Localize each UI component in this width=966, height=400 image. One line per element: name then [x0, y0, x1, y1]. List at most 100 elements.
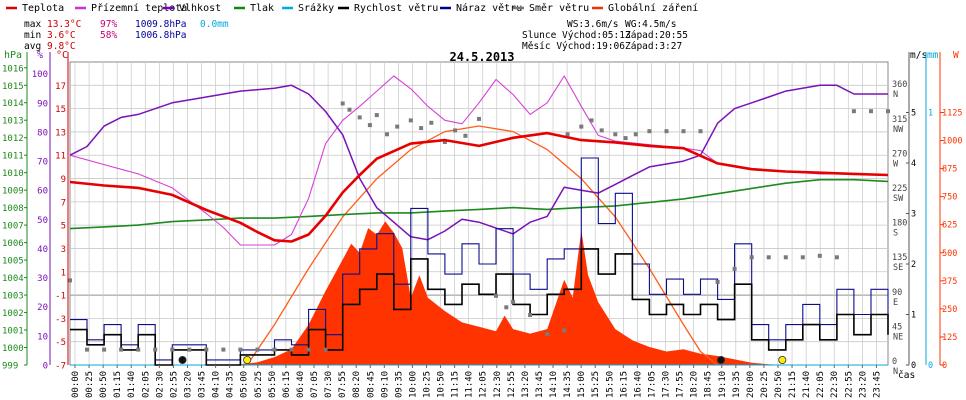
- tick-label-percent: 50: [37, 216, 48, 226]
- direction-point: [613, 132, 618, 137]
- direction-point: [453, 128, 458, 133]
- tick-label-time: 13:45: [535, 371, 545, 398]
- direction-point: [565, 132, 570, 137]
- direction-point: [170, 347, 175, 352]
- tick-label-compass: E: [893, 298, 898, 308]
- tick-label-time: 22:55: [844, 371, 854, 398]
- series-radiation: [70, 221, 888, 365]
- direction-point: [528, 313, 533, 317]
- tick-label-radiation: 875: [942, 165, 957, 175]
- tick-label-time: 05:50: [268, 371, 278, 398]
- series-humidity: [69, 84, 888, 241]
- tick-label-time: 16:15: [619, 371, 629, 398]
- direction-point: [463, 133, 468, 138]
- tick-label-temp: 5: [61, 222, 66, 232]
- direction-point: [442, 140, 447, 144]
- direction-point: [732, 266, 737, 271]
- direction-point: [272, 347, 277, 352]
- tick-label-time: 18:45: [704, 371, 714, 398]
- tick-label-direction: 180: [892, 219, 907, 229]
- tick-label-hpa: 1007: [2, 222, 24, 232]
- direction-point: [408, 118, 413, 123]
- tick-label-percent: 100: [32, 70, 48, 80]
- tick-label-radiation: 250: [942, 305, 957, 315]
- tick-label-time: 20:25: [760, 371, 770, 398]
- tick-label-hpa: 1016: [2, 64, 24, 74]
- tick-label-direction: 135: [892, 253, 907, 263]
- tick-label-time: 10:25: [423, 371, 433, 398]
- direction-point: [749, 255, 754, 260]
- tick-label-time: 00:00: [71, 371, 81, 398]
- tick-label-time: 16:40: [633, 371, 643, 398]
- tick-label-time: 02:55: [169, 371, 179, 398]
- axis-unit-hpa: hPa: [4, 50, 22, 61]
- tick-label-percent: 90: [37, 99, 48, 109]
- legend-entry: Srážky: [298, 2, 334, 14]
- tick-label-time: 13:20: [521, 371, 531, 398]
- tick-label-hpa: 1006: [2, 239, 24, 249]
- tick-label-direction: 0: [892, 357, 897, 367]
- astro-marker-moon-rise: [717, 355, 726, 364]
- tick-label-temp: 1: [61, 268, 66, 278]
- legend-entry: Globální záření: [608, 2, 698, 14]
- tick-label-hpa: 1009: [2, 187, 24, 197]
- tick-label-direction: 225: [892, 184, 907, 194]
- direction-point: [289, 347, 294, 352]
- direction-point: [579, 124, 584, 129]
- astro-text: WG:4.5m/s: [625, 19, 676, 30]
- tick-label-radiation: 375: [942, 277, 957, 287]
- tick-label-radiation: 1000: [942, 137, 962, 147]
- tick-label-time: 05:25: [254, 371, 264, 398]
- tick-label-time: 01:15: [113, 371, 123, 398]
- direction-point: [715, 279, 720, 284]
- stats-value: 0.0mm: [200, 19, 229, 30]
- direction-point: [647, 129, 652, 134]
- series-pressure: [69, 178, 889, 230]
- direction-point: [504, 305, 509, 310]
- tick-label-hpa: 1003: [2, 292, 24, 302]
- tick-label-time: 10:50: [437, 371, 447, 398]
- tick-label-percent: 70: [37, 158, 48, 168]
- direction-point: [886, 109, 890, 114]
- tick-label-hpa: 1008: [2, 204, 24, 214]
- tick-label-radiation: 0: [942, 361, 947, 371]
- stats-row-label: max: [24, 19, 41, 30]
- tick-label-hpa: 1005: [2, 257, 24, 267]
- tick-label-temp: -3: [55, 315, 66, 325]
- tick-label-radiation: 500: [942, 249, 957, 259]
- axis-unit-radiation: W: [953, 50, 959, 61]
- axis-unit-temp: °C: [56, 50, 68, 61]
- tick-label-time: 22:30: [830, 371, 840, 398]
- tick-label-time: 12:30: [493, 371, 503, 398]
- legend-entry: Rychlost větru: [354, 2, 438, 14]
- astro-text: Západ:3:27: [625, 41, 682, 52]
- tick-label-speed: 1: [911, 311, 916, 321]
- tick-label-time: 06:40: [296, 371, 306, 398]
- tick-label-time: 21:15: [788, 371, 798, 398]
- tick-label-percent: 80: [37, 128, 48, 138]
- legend-entry: Teplota: [22, 3, 64, 14]
- direction-point: [477, 116, 481, 121]
- tick-label-time: 12:55: [507, 371, 517, 398]
- direction-point: [340, 101, 345, 106]
- tick-label-hpa: 1002: [2, 309, 24, 319]
- legend-entry: Přízemní teplota: [91, 2, 187, 14]
- tick-label-temp: 3: [61, 245, 66, 255]
- series-temperature: [69, 131, 889, 243]
- axis-unit-percent: %: [37, 50, 43, 61]
- tick-label-direction: 90: [892, 288, 902, 298]
- tick-label-radiation: 125: [942, 333, 957, 343]
- tick-label-temp: -1: [55, 292, 66, 302]
- tick-label-hpa: 1001: [2, 327, 24, 337]
- stats-row-label: min: [24, 30, 41, 41]
- tick-label-time: 14:10: [549, 371, 559, 398]
- direction-point: [395, 124, 400, 129]
- tick-label-time: 07:30: [324, 371, 334, 398]
- tick-label-time: 07:05: [310, 371, 320, 398]
- tick-label-percent: 0: [43, 362, 48, 372]
- direction-point: [68, 278, 72, 283]
- stats-value: 58%: [100, 30, 117, 41]
- tick-label-hpa: 1013: [2, 117, 24, 127]
- tick-label-time: 04:10: [212, 371, 222, 398]
